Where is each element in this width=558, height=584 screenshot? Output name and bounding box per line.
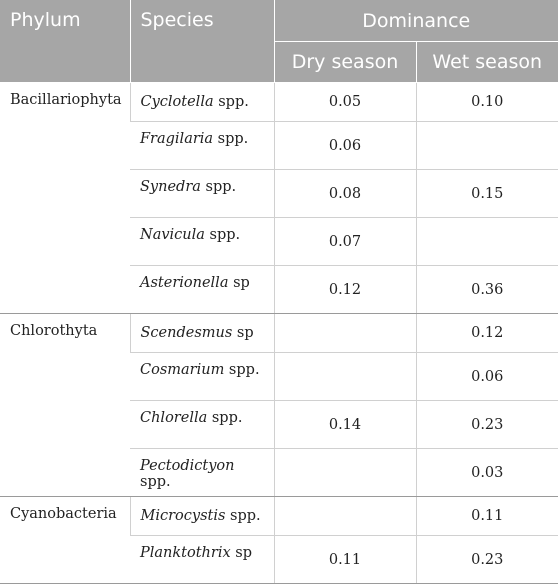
species-suffix: spp. [140, 474, 171, 490]
species-suffix: spp. [225, 508, 261, 524]
dry-season-cell [273, 352, 416, 401]
species-genus: Synedra [140, 179, 201, 195]
wet-season-cell: 0.23 [415, 400, 558, 449]
species-cell: Pectodictyon spp. [130, 448, 274, 497]
species-genus: Cyclotella [140, 94, 214, 110]
table-row: Bacillariophyta Cyclotella spp. 0.05 0.1… [0, 82, 558, 314]
species-genus: Pectodictyon [140, 458, 235, 474]
table-row: Cosmarium spp. 0.06 [0, 352, 558, 401]
table-row: Fragilaria spp. 0.06 [0, 121, 558, 170]
header-species: Species [129, 0, 275, 83]
header-dominance: Dominance [273, 0, 558, 42]
table-row: Chlorella spp. 0.14 0.23 [0, 400, 558, 449]
wet-season-cell: 0.12 [415, 313, 558, 353]
header-wet-season: Wet season [415, 41, 558, 83]
wet-season-cell: 0.03 [415, 448, 558, 497]
phylum-cell: Cyanobacteria [0, 496, 130, 584]
species-cell: Scendesmus sp [129, 313, 274, 353]
dry-season-cell: 0.06 [273, 121, 416, 170]
species-suffix: sp [232, 325, 254, 341]
dry-season-cell: 0.14 [273, 400, 416, 449]
species-suffix: sp [228, 275, 250, 291]
table-body: Bacillariophyta Cyclotella spp. 0.05 0.1… [0, 82, 558, 584]
wet-season-cell: 0.10 [415, 82, 558, 122]
wet-season-cell: 0.11 [415, 496, 558, 536]
species-cell: Asterionella sp [130, 265, 274, 314]
species-genus: Planktothrix [140, 545, 231, 561]
species-cell: Cosmarium spp. [130, 352, 274, 401]
species-genus: Chlorella [140, 410, 208, 426]
dry-season-cell: 0.05 [273, 82, 416, 122]
species-cell: Navicula spp. [130, 217, 274, 266]
wet-season-cell: 0.06 [415, 352, 558, 401]
species-cell: Cyclotella spp. [129, 82, 274, 122]
dry-season-cell: 0.12 [273, 265, 416, 314]
wet-season-cell [415, 217, 558, 266]
species-genus: Fragilaria [140, 131, 214, 147]
dry-season-cell [273, 448, 416, 497]
species-suffix: spp. [204, 227, 241, 243]
species-suffix: spp. [200, 179, 237, 195]
table-row: Cyanobacteria Microcystis spp. 0.11 [0, 496, 558, 584]
table-row: Navicula spp. 0.07 [0, 217, 558, 266]
species-cell: Fragilaria spp. [130, 121, 274, 170]
wet-season-cell [415, 121, 558, 170]
dry-season-cell [273, 496, 416, 536]
species-genus: Microcystis [140, 508, 226, 524]
wet-season-cell: 0.15 [415, 169, 558, 218]
header-phylum: Phylum [0, 0, 131, 83]
species-suffix: spp. [207, 410, 243, 426]
species-suffix: spp. [224, 362, 260, 378]
dry-season-cell: 0.11 [273, 535, 416, 584]
dry-season-cell [273, 313, 416, 353]
species-cell: Chlorella spp. [130, 400, 274, 449]
dry-season-cell: 0.07 [273, 217, 416, 266]
dry-season-cell: 0.08 [273, 169, 416, 218]
header-dry-season: Dry season [274, 41, 417, 83]
species-cell: Planktothrix sp [130, 535, 274, 584]
species-cell: Microcystis spp. [129, 496, 274, 536]
wet-season-cell: 0.36 [415, 265, 558, 314]
phylum-cell: Bacillariophyta [0, 82, 130, 314]
phylum-cell: Chlorothyta [0, 313, 130, 497]
table-row: Chlorothyta Scendesmus sp 0.12 [0, 313, 558, 497]
species-cell: Synedra spp. [130, 169, 274, 218]
species-suffix: spp. [213, 131, 249, 147]
table-row: Synedra spp. 0.08 0.15 [0, 169, 558, 218]
table-row: Pectodictyon spp. 0.03 [0, 448, 558, 497]
species-suffix: spp. [213, 94, 249, 110]
species-genus: Scendesmus [140, 325, 233, 341]
species-suffix: sp [230, 545, 252, 561]
table-row: Asterionella sp 0.12 0.36 [0, 265, 558, 314]
species-genus: Navicula [140, 227, 205, 243]
species-genus: Asterionella [140, 275, 229, 291]
wet-season-cell: 0.23 [415, 535, 558, 584]
table-header: Phylum Species Dominance Dry season Wet … [0, 0, 558, 83]
species-genus: Cosmarium [140, 362, 225, 378]
